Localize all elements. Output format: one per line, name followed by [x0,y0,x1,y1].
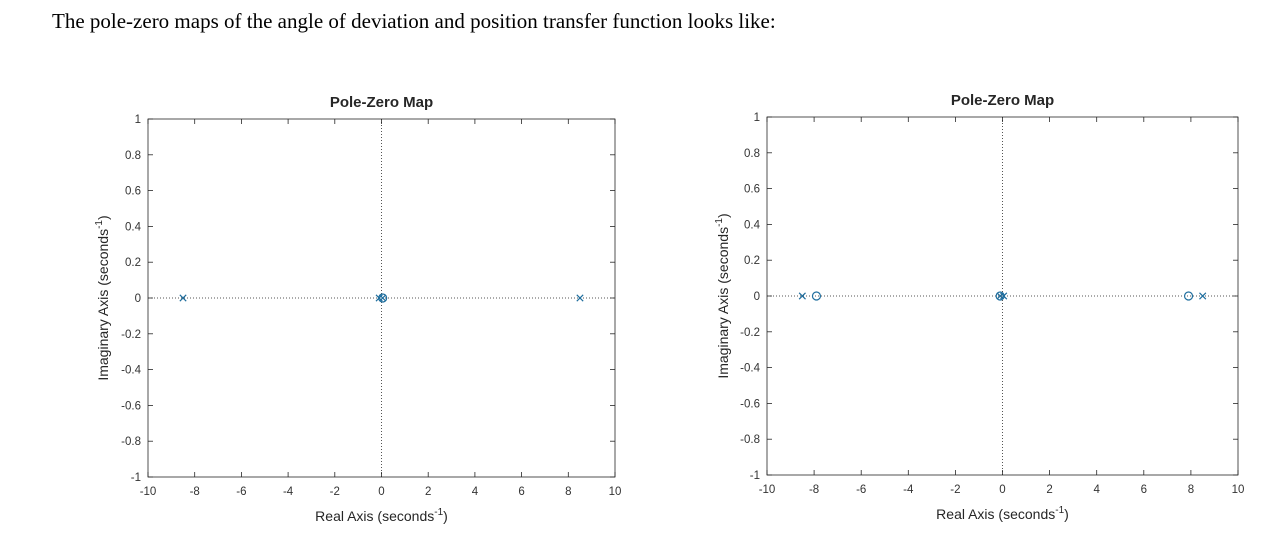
y-tick-label: 0.4 [744,219,761,231]
pole-marker [996,292,1004,300]
x-tick-label: 10 [1232,484,1245,496]
x-tick-label: -8 [809,484,819,496]
x-tick-label: -10 [759,484,776,496]
pole-marker [1000,292,1008,300]
zero-marker [1183,291,1194,301]
pole-zero-map-2: -10 -8 -6 -4 -2 0 2 4 6 8 10 -1 -0.8 -0.6 -0.4 -0.2 0 0.2… [714,92,1244,522]
y-tick-label: -0.4 [121,365,141,377]
y-tick-label: -1 [750,470,760,482]
y-tick-label: -1 [131,472,141,484]
x-tick-label: 0 [378,486,384,498]
pole-marker [576,294,584,302]
x-tick-label: 2 [425,486,431,498]
x-tick-label: -4 [903,484,914,496]
x-tick-label: 0 [999,484,1005,496]
plot-area [766,116,1239,476]
y-tick-label: 0 [135,293,141,305]
x-tick-label: 10 [609,486,622,498]
y-tick-label: 0.4 [125,221,142,233]
y-tick-label: -0.6 [121,400,141,412]
x-axis-label: Real Axis (seconds-1) [315,507,448,524]
x-tick-label: -2 [950,484,960,496]
y-tick-label: -0.8 [121,436,141,448]
x-tick-label: 6 [1141,484,1147,496]
chart-title: Pole-Zero Map [951,92,1054,109]
x-tick-label: 8 [1188,484,1194,496]
y-tick-label: -0.8 [740,434,760,446]
pole-marker [798,292,806,300]
y-tick-label: 0.6 [125,186,141,198]
x-tick-label: 2 [1046,484,1052,496]
y-tick-label: -0.2 [121,329,141,341]
zero-marker [811,291,822,301]
intro-text: The pole-zero maps of the angle of devia… [52,9,776,33]
x-tick-label: -4 [283,486,294,498]
x-tick-label: -6 [236,486,246,498]
pole-marker [379,294,387,302]
pole-zero-map-1: -10 -8 -6 -4 -2 0 2 4 6 8 10 -1 -0.8 -0.6 -0.4 -0.2 0 0.2… [94,94,621,524]
y-tick-label: 1 [135,114,141,126]
pole-marker [1199,292,1207,300]
y-tick-label: 1 [754,112,760,124]
x-tick-label: -8 [190,486,200,498]
x-tick-label: 4 [472,486,479,498]
x-tick-label: -6 [856,484,866,496]
x-tick-label: 8 [565,486,571,498]
chart-title: Pole-Zero Map [330,94,433,111]
y-tick-label: 0.6 [744,184,760,196]
y-tick-label: 0.8 [744,148,760,160]
y-axis-label: Imaginary Axis (seconds-1) [714,213,731,378]
y-tick-label: 0.2 [125,257,141,269]
y-tick-label: 0.8 [125,150,141,162]
y-tick-label: -0.2 [740,327,760,339]
x-axis-label: Real Axis (seconds-1) [936,505,1069,522]
x-tick-label: -2 [330,486,340,498]
pole-marker [179,294,187,302]
x-tick-label: -10 [140,486,157,498]
y-tick-label: 0.2 [744,255,760,267]
y-axis-label: Imaginary Axis (seconds-1) [94,215,111,380]
y-tick-label: 0 [754,291,760,303]
y-tick-label: -0.6 [740,398,760,410]
x-tick-label: 4 [1093,484,1100,496]
y-tick-label: -0.4 [740,363,760,375]
x-tick-label: 6 [518,486,524,498]
